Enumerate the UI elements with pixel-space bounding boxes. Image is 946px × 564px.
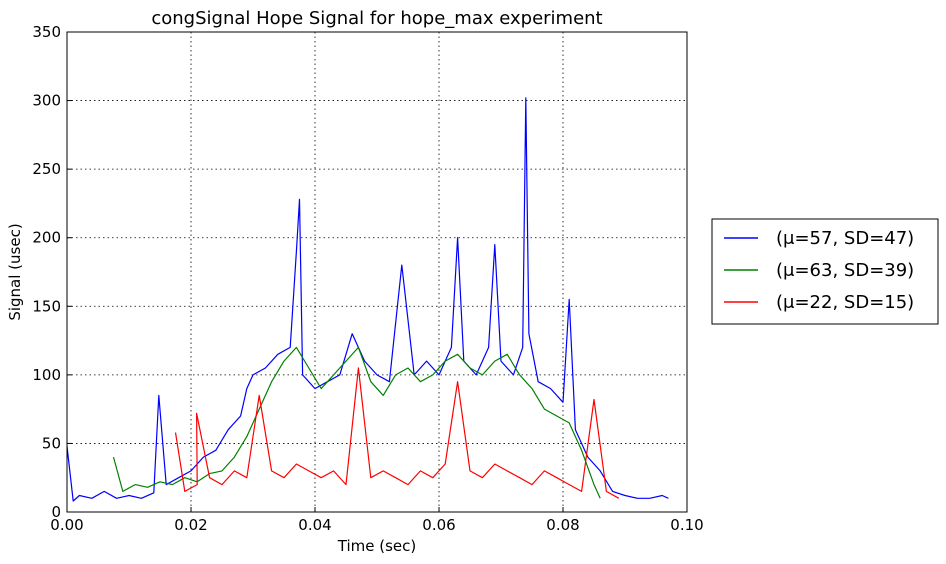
- y-tick-label: 250: [32, 160, 61, 178]
- series-line-1: [112, 346, 601, 499]
- x-tick-label: 0.00: [50, 516, 83, 534]
- legend-box: [711, 218, 939, 325]
- x-tick-label: 0.08: [546, 516, 579, 534]
- legend: (μ=57, SD=47) (μ=63, SD=39) (μ=22, SD=15): [711, 218, 939, 325]
- series-line-0: [66, 97, 669, 502]
- y-tick-label: 150: [32, 297, 61, 315]
- x-tick-label: 0.04: [298, 516, 331, 534]
- y-tick-label: 0: [51, 503, 61, 521]
- y-tick-label: 50: [42, 434, 61, 452]
- y-tick-label: 350: [32, 23, 61, 41]
- ticks: 0.00 0.02 0.04 0.06 0.08 0.10 0 50 100 150 200 250 3…: [32, 23, 703, 534]
- plot-frame: [66, 31, 688, 513]
- series-layer: [66, 97, 669, 502]
- x-tick-label: 0.10: [670, 516, 703, 534]
- x-tick-label: 0.06: [422, 516, 455, 534]
- x-axis-label: Time (sec): [337, 537, 416, 555]
- legend-label-0: (μ=57, SD=47): [776, 228, 914, 249]
- y-tick-label: 100: [32, 366, 61, 384]
- legend-label-2: (μ=22, SD=15): [776, 292, 914, 313]
- x-tick-label: 0.02: [174, 516, 207, 534]
- y-tick-label: 200: [32, 229, 61, 247]
- chart-title: congSignal Hope Signal for hope_max expe…: [151, 8, 602, 29]
- plot-area: [67, 32, 687, 512]
- y-tick-label: 300: [32, 92, 61, 110]
- y-axis-label: Signal (usec): [6, 223, 24, 320]
- series-line-2: [174, 367, 620, 499]
- legend-label-1: (μ=63, SD=39): [776, 260, 914, 281]
- grid: [67, 32, 687, 512]
